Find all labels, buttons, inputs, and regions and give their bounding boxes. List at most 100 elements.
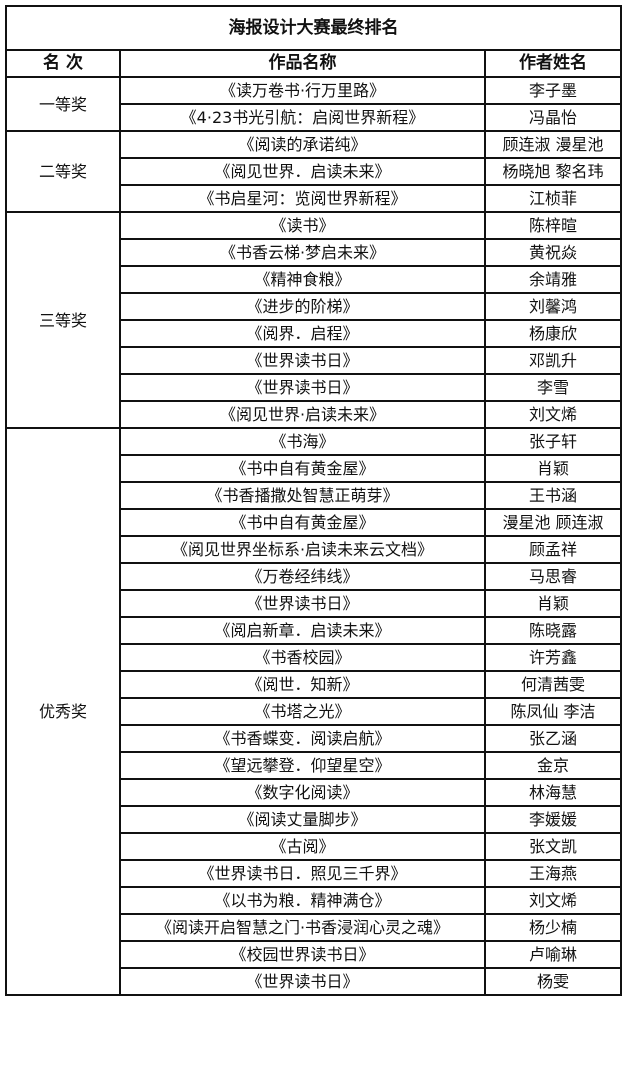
author-cell: 黄祝焱 <box>483 238 623 267</box>
table-row: 《书香蝶变．阅读启航》 张乙涵 <box>6 724 623 753</box>
work-title-cell: 《阅见世界坐标系·启读未来云文档》 <box>119 535 486 564</box>
author-cell: 张子轩 <box>483 427 623 456</box>
work-title-cell: 《望远攀登．仰望星空》 <box>119 751 486 780</box>
work-title-cell: 《校园世界读书日》 <box>119 940 486 969</box>
author-cell: 杨雯 <box>483 967 623 996</box>
work-title-cell: 《阅读丈量脚步》 <box>119 805 486 834</box>
work-title-cell: 《阅读开启智慧之门·书香浸润心灵之魂》 <box>119 913 486 942</box>
table-row: 二等奖 《阅读的承诺纯》 顾连淑 漫星池 <box>5 130 623 213</box>
work-title-cell: 《书香蝶变．阅读启航》 <box>119 724 486 753</box>
table-row: 《阅读丈量脚步》 李媛媛 <box>6 805 623 834</box>
author-cell: 顾孟祥 <box>483 535 623 564</box>
table-row: 《阅读开启智慧之门·书香浸润心灵之魂》 杨少楠 <box>6 913 623 942</box>
table-row: 《书香校园》 许芳鑫 <box>6 643 623 672</box>
work-title-cell: 《阅见世界·启读未来》 <box>119 400 486 429</box>
work-title-cell: 《万卷经纬线》 <box>119 562 486 591</box>
author-cell: 陈凤仙 李洁 <box>483 697 623 726</box>
author-cell: 李媛媛 <box>483 805 623 834</box>
table-row: 《进步的阶梯》 刘馨鸿 <box>6 292 623 321</box>
table-row: 《书中自有黄金屋》 漫星池 顾连淑 <box>6 508 623 537</box>
author-cell: 冯晶怡 <box>483 103 623 132</box>
author-cell: 张乙涵 <box>483 724 623 753</box>
work-title-cell: 《世界读书日》 <box>119 589 486 618</box>
rank-cell: 优秀奖 <box>5 427 121 996</box>
title-row: 海报设计大赛最终排名 <box>4 5 623 51</box>
work-title-cell: 《阅读的承诺纯》 <box>119 130 486 159</box>
table-row: 《校园世界读书日》 卢喻琳 <box>6 940 623 969</box>
author-cell: 漫星池 顾连淑 <box>483 508 623 537</box>
work-title-cell: 《阅见世界．启读未来》 <box>119 157 486 186</box>
table-title: 海报设计大赛最终排名 <box>4 5 623 51</box>
table-row: 《古阅》 张文凯 <box>6 832 623 861</box>
author-cell: 杨少楠 <box>483 913 623 942</box>
author-cell: 肖颖 <box>483 454 623 483</box>
work-title-cell: 《以书为粮．精神满仓》 <box>119 886 486 915</box>
author-cell: 杨康欣 <box>483 319 623 348</box>
author-cell: 李雪 <box>483 373 623 402</box>
rank-cell: 三等奖 <box>5 211 121 429</box>
header-author: 作者姓名 <box>483 49 623 78</box>
table-row: 《书中自有黄金屋》 肖颖 <box>6 454 623 483</box>
table-row: 一等奖 《读万卷书·行万里路》 李子墨 <box>5 76 623 132</box>
author-cell: 金京 <box>483 751 623 780</box>
work-title-cell: 《世界读书日》 <box>119 967 486 996</box>
work-title-cell: 《书香云梯·梦启未来》 <box>119 238 486 267</box>
header-row: 名 次 作品名称 作者姓名 <box>5 49 623 78</box>
work-title-cell: 《书海》 <box>119 427 486 456</box>
work-title-cell: 《世界读书日》 <box>119 346 486 375</box>
table-row: 《阅启新章．启读未来》 陈晓露 <box>6 616 623 645</box>
author-cell: 江桢菲 <box>483 184 623 213</box>
table-row: 《以书为粮．精神满仓》 刘文烯 <box>6 886 623 915</box>
author-cell: 许芳鑫 <box>483 643 623 672</box>
table-row: 《世界读书日》 邓凯升 <box>6 346 623 375</box>
work-title-cell: 《书塔之光》 <box>119 697 486 726</box>
rank-cell: 一等奖 <box>5 76 121 132</box>
table-row: 《世界读书日》 杨雯 <box>6 967 623 996</box>
work-title-cell: 《古阅》 <box>119 832 486 861</box>
table-row: 《数字化阅读》 林海慧 <box>6 778 623 807</box>
header-work: 作品名称 <box>119 49 486 78</box>
table-row: 《精神食粮》 余靖雅 <box>6 265 623 294</box>
rank-cell: 二等奖 <box>5 130 121 213</box>
table-row: 《阅界．启程》 杨康欣 <box>6 319 623 348</box>
author-cell: 林海慧 <box>483 778 623 807</box>
author-cell: 杨晓旭 黎名玮 <box>483 157 623 186</box>
table-row: 《世界读书日》 李雪 <box>6 373 623 402</box>
author-cell: 王书涵 <box>483 481 623 510</box>
author-cell: 陈晓露 <box>483 616 623 645</box>
work-title-cell: 《读书》 <box>119 211 486 240</box>
work-title-cell: 《阅启新章．启读未来》 <box>119 616 486 645</box>
work-title-cell: 《精神食粮》 <box>119 265 486 294</box>
work-title-cell: 《阅界．启程》 <box>119 319 486 348</box>
author-cell: 刘文烯 <box>483 886 623 915</box>
ranking-table: 海报设计大赛最终排名 名 次 作品名称 作者姓名 一等奖 《读万卷书·行万里路》李… <box>4 5 623 996</box>
table-row: 《阅世．知新》 何清茜雯 <box>6 670 623 699</box>
author-cell: 余靖雅 <box>483 265 623 294</box>
table-row: 《阅见世界坐标系·启读未来云文档》 顾孟祥 <box>6 535 623 564</box>
table-row: 《世界读书日》 肖颖 <box>6 589 623 618</box>
author-cell: 刘馨鸿 <box>483 292 623 321</box>
work-title-cell: 《书香校园》 <box>119 643 486 672</box>
author-cell: 邓凯升 <box>483 346 623 375</box>
author-cell: 马思睿 <box>483 562 623 591</box>
work-title-cell: 《4·23书光引航：启阅世界新程》 <box>119 103 486 132</box>
author-cell: 李子墨 <box>483 76 623 105</box>
table-row: 《书香播撒处智慧正萌芽》 王书涵 <box>6 481 623 510</box>
table-row: 《4·23书光引航：启阅世界新程》 冯晶怡 <box>6 103 623 132</box>
work-title-cell: 《阅世．知新》 <box>119 670 486 699</box>
header-rank: 名 次 <box>5 49 121 78</box>
table-row: 《书塔之光》 陈凤仙 李洁 <box>6 697 623 726</box>
author-cell: 陈梓暄 <box>483 211 623 240</box>
table-row: 《万卷经纬线》 马思睿 <box>6 562 623 591</box>
table-row: 《阅见世界·启读未来》 刘文烯 <box>6 400 623 429</box>
work-title-cell: 《书中自有黄金屋》 <box>119 508 486 537</box>
work-title-cell: 《读万卷书·行万里路》 <box>119 76 486 105</box>
table-row: 优秀奖 《书海》 张子轩 <box>5 427 623 996</box>
author-cell: 肖颖 <box>483 589 623 618</box>
author-cell: 顾连淑 漫星池 <box>483 130 623 159</box>
author-cell: 何清茜雯 <box>483 670 623 699</box>
table-row: 《阅见世界．启读未来》 杨晓旭 黎名玮 <box>6 157 623 186</box>
table-row: 《世界读书日．照见三千界》 王海燕 <box>6 859 623 888</box>
author-cell: 刘文烯 <box>483 400 623 429</box>
work-title-cell: 《世界读书日》 <box>119 373 486 402</box>
